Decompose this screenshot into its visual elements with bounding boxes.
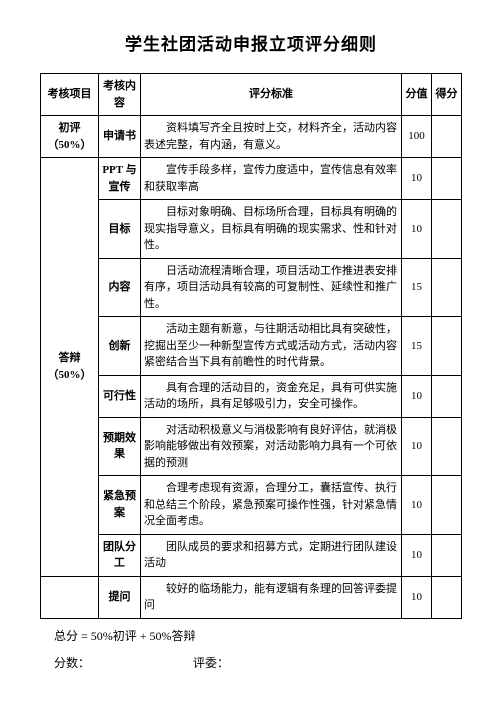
get-cell bbox=[432, 476, 462, 535]
content-cell: 创新 bbox=[99, 317, 141, 376]
score-cell: 10 bbox=[402, 417, 432, 476]
table-row: 创新 活动主题有新意，与往期活动相比具有突破性，挖掘出至少一种新型宣传方式或活动… bbox=[41, 317, 462, 376]
formula-text: 总分 = 50%初评 + 50%答辩 bbox=[40, 627, 462, 644]
content-cell: 可行性 bbox=[99, 375, 141, 417]
project-cell: 答辩（50%） bbox=[41, 158, 99, 577]
get-cell bbox=[432, 534, 462, 576]
get-cell bbox=[432, 317, 462, 376]
get-cell bbox=[432, 576, 462, 618]
score-cell: 10 bbox=[402, 375, 432, 417]
get-cell bbox=[432, 116, 462, 158]
standard-cell: 合理考虑现有资源，合理分工，囊括宣传、执行和总结三个阶段，紧急预案可操作性强，针… bbox=[141, 476, 402, 535]
score-cell: 10 bbox=[402, 476, 432, 535]
table-row: 团队分工 团队成员的要求和招募方式，定期进行团队建设活动 10 bbox=[41, 534, 462, 576]
content-cell: 提问 bbox=[99, 576, 141, 618]
content-cell: 预期效果 bbox=[99, 417, 141, 476]
content-cell: 团队分工 bbox=[99, 534, 141, 576]
table-row: 目标 目标对象明确、目标场所合理，目标具有明确的现实指导意义，目标具有明确的现实… bbox=[41, 200, 462, 259]
score-cell: 100 bbox=[402, 116, 432, 158]
standard-cell: 目标对象明确、目标场所合理，目标具有明确的现实指导意义，目标具有明确的现实需求、… bbox=[141, 200, 402, 259]
header-score: 分值 bbox=[402, 74, 432, 116]
get-cell bbox=[432, 417, 462, 476]
header-project: 考核项目 bbox=[41, 74, 99, 116]
table-row: 可行性 具有合理的活动目的，资金充足，具有可供实施活动的场所，具有足够吸引力，安… bbox=[41, 375, 462, 417]
table-row: 提问 较好的临场能力，能有逻辑有条理的回答评委提问 10 bbox=[41, 576, 462, 618]
standard-cell: 资料填写齐全且按时上交，材料齐全，活动内容表述完整，有内涵，有意义。 bbox=[141, 116, 402, 158]
score-cell: 10 bbox=[402, 534, 432, 576]
get-cell bbox=[432, 375, 462, 417]
standard-cell: 团队成员的要求和招募方式，定期进行团队建设活动 bbox=[141, 534, 402, 576]
table-row: 预期效果 对活动积极意义与消极影响有良好评估，就消极影响能够做出有效预案，对活动… bbox=[41, 417, 462, 476]
score-cell: 10 bbox=[402, 200, 432, 259]
get-cell bbox=[432, 200, 462, 259]
header-get: 得分 bbox=[432, 74, 462, 116]
header-standard: 评分标准 bbox=[141, 74, 402, 116]
score-cell: 10 bbox=[402, 158, 432, 200]
table-row: 初评（50%） 申请书 资料填写齐全且按时上交，材料齐全，活动内容表述完整，有内… bbox=[41, 116, 462, 158]
standard-cell: 宣传手段多样，宣传力度适中，宣传信息有效率和获取率高 bbox=[141, 158, 402, 200]
content-cell: 目标 bbox=[99, 200, 141, 259]
score-cell: 10 bbox=[402, 576, 432, 618]
score-cell: 15 bbox=[402, 258, 432, 317]
judge-label: 评委： bbox=[193, 656, 229, 670]
score-cell: 15 bbox=[402, 317, 432, 376]
content-cell: 申请书 bbox=[99, 116, 141, 158]
header-content: 考核内容 bbox=[99, 74, 141, 116]
scoring-table: 考核项目 考核内容 评分标准 分值 得分 初评（50%） 申请书 资料填写齐全且… bbox=[40, 73, 462, 619]
table-row: 内容 日活动流程清晰合理，项目活动工作推进表安排有序，项目活动具有较高的可复制性… bbox=[41, 258, 462, 317]
project-cell: 初评（50%） bbox=[41, 116, 99, 158]
standard-cell: 具有合理的活动目的，资金充足，具有可供实施活动的场所，具有足够吸引力，安全可操作… bbox=[141, 375, 402, 417]
document-title: 学生社团活动申报立项评分细则 bbox=[40, 30, 462, 55]
get-cell bbox=[432, 258, 462, 317]
table-row: 答辩（50%） PPT 与宣传 宣传手段多样，宣传力度适中，宣传信息有效率和获取… bbox=[41, 158, 462, 200]
project-cell-empty bbox=[41, 576, 99, 618]
get-cell bbox=[432, 158, 462, 200]
document-page: 学生社团活动申报立项评分细则 考核项目 考核内容 评分标准 分值 得分 初评（5… bbox=[0, 0, 502, 691]
score-label: 分数： bbox=[54, 656, 90, 670]
footer-labels: 分数： 评委： bbox=[40, 654, 462, 671]
table-header-row: 考核项目 考核内容 评分标准 分值 得分 bbox=[41, 74, 462, 116]
table-row: 紧急预案 合理考虑现有资源，合理分工，囊括宣传、执行和总结三个阶段，紧急预案可操… bbox=[41, 476, 462, 535]
content-cell: 紧急预案 bbox=[99, 476, 141, 535]
content-cell: 内容 bbox=[99, 258, 141, 317]
standard-cell: 日活动流程清晰合理，项目活动工作推进表安排有序，项目活动具有较高的可复制性、延续… bbox=[141, 258, 402, 317]
standard-cell: 活动主题有新意，与往期活动相比具有突破性，挖掘出至少一种新型宣传方式或活动方式，… bbox=[141, 317, 402, 376]
standard-cell: 较好的临场能力，能有逻辑有条理的回答评委提问 bbox=[141, 576, 402, 618]
standard-cell: 对活动积极意义与消极影响有良好评估，就消极影响能够做出有效预案，对活动影响力具有… bbox=[141, 417, 402, 476]
content-cell: PPT 与宣传 bbox=[99, 158, 141, 200]
